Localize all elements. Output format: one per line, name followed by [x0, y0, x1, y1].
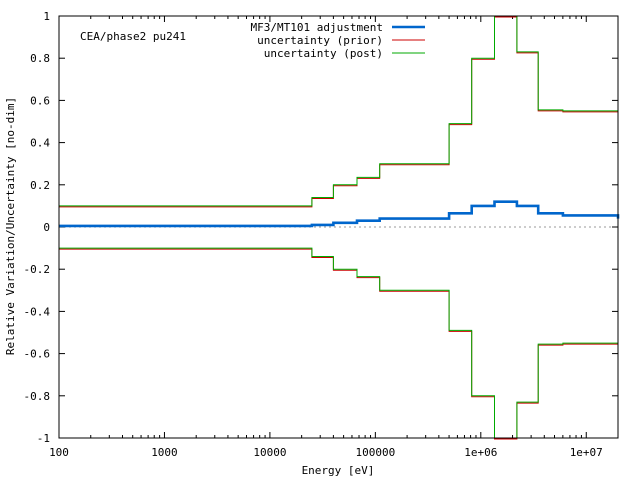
- y-tick-label: 0.8: [30, 52, 50, 65]
- series-1: [59, 16, 618, 440]
- y-tick-label: -0.4: [24, 305, 51, 318]
- x-tick-label: 100: [49, 446, 69, 459]
- y-tick-label: -0.8: [24, 390, 51, 403]
- y-axis-label: Relative Variation/Uncertainty [no-dim]: [4, 97, 17, 355]
- y-tick-label: -1: [37, 432, 50, 445]
- legend-label: MF3/MT101 adjustment: [251, 21, 383, 34]
- series-2: [59, 15, 618, 439]
- x-tick-label: 1e+06: [464, 446, 497, 459]
- y-tick-label: 0.4: [30, 137, 50, 150]
- legend-label: uncertainty (post): [264, 47, 383, 60]
- series-line-upper: [59, 15, 618, 207]
- series-layer: [59, 15, 620, 440]
- annotation-label: CEA/phase2 pu241: [80, 30, 186, 43]
- x-tick-label: 1e+07: [570, 446, 603, 459]
- x-axis-label: Energy [eV]: [302, 464, 375, 477]
- axes: -1 -0.8 -0.6 -0.4 -0.2 0 0.2 0.4 0.6 0.8 1 100 1000 1…: [24, 10, 618, 459]
- y-tick-label: 0.6: [30, 94, 50, 107]
- y-tick-label: -0.2: [24, 263, 51, 276]
- x-tick-label: 100000: [355, 446, 395, 459]
- plot-frame: [58, 15, 619, 439]
- series-line-upper: [59, 200, 620, 228]
- series-line-lower: [59, 248, 618, 440]
- y-tick-label: 1: [43, 10, 50, 23]
- legend-label: uncertainty (prior): [257, 34, 383, 47]
- series-0: [59, 200, 620, 228]
- y-tick-label: 0: [43, 221, 50, 234]
- y-tick-label: 0.2: [30, 179, 50, 192]
- x-tick-label: 1000: [151, 446, 178, 459]
- x-tick-label: 10000: [253, 446, 286, 459]
- y-tick-label: -0.6: [24, 348, 51, 361]
- series-line-lower: [59, 247, 618, 439]
